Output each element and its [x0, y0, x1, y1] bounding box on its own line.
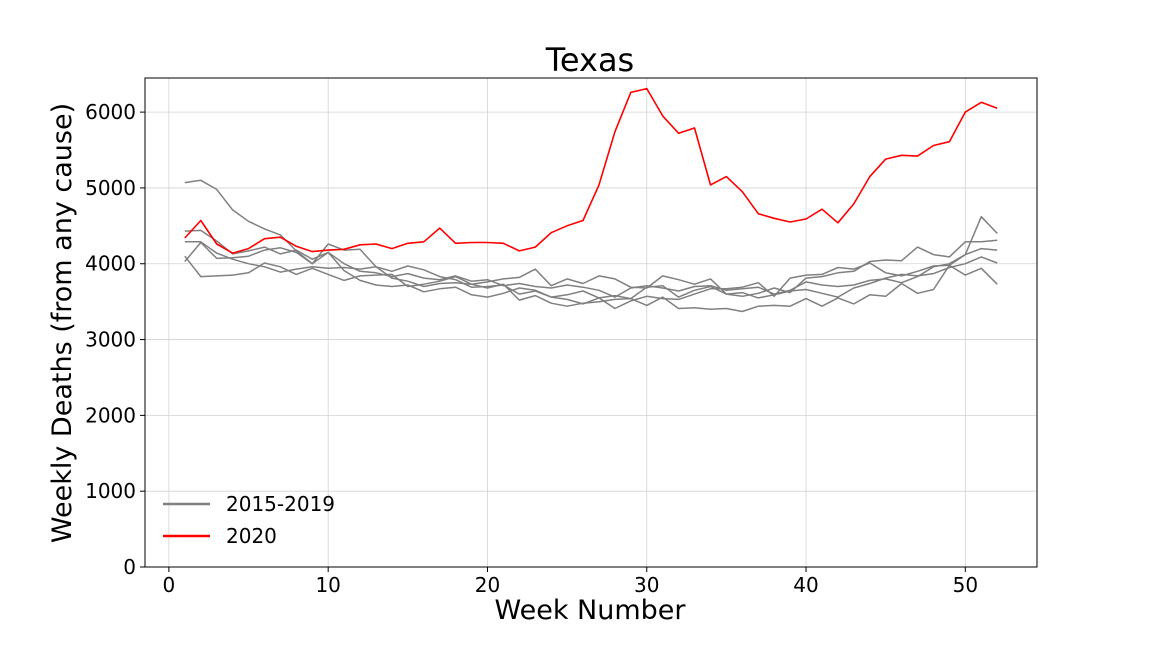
y-tick-label: 0 [123, 555, 136, 579]
series-line-2015-2019-3 [184, 241, 998, 310]
x-tick-label: 10 [315, 573, 340, 597]
series-line-2015-2019-4 [184, 255, 998, 313]
legend-label: 2020 [226, 524, 277, 548]
y-axis-label: Weekly Deaths (from any cause) [47, 103, 78, 543]
plot-frame [144, 77, 1038, 568]
grid [145, 78, 1037, 568]
x-tick-label: 0 [163, 573, 176, 597]
x-axis-label: Week Number [494, 595, 686, 626]
ticks: 0 10 20 30 40 50 0 1000 2000 3000 4000 5000 6000 [85, 100, 978, 597]
y-tick-label: 4000 [85, 252, 136, 276]
legend: 2015-2019 2020 [163, 492, 335, 548]
x-tick-label: 30 [634, 573, 659, 597]
legend-label: 2015-2019 [226, 492, 335, 516]
x-tick-label: 50 [953, 573, 978, 597]
x-tick-label: 40 [793, 573, 818, 597]
series-line-2020 [184, 87, 998, 254]
series-line-2015-2019-1 [184, 215, 998, 298]
y-tick-label: 1000 [85, 479, 136, 503]
chart-title: Texas [545, 41, 634, 79]
series-line-2015-2019-2 [184, 241, 998, 300]
y-tick-label: 3000 [85, 328, 136, 352]
y-tick-label: 5000 [85, 176, 136, 200]
y-tick-label: 2000 [85, 403, 136, 427]
series-layer [184, 87, 998, 313]
x-tick-label: 20 [475, 573, 500, 597]
y-tick-label: 6000 [85, 100, 136, 124]
